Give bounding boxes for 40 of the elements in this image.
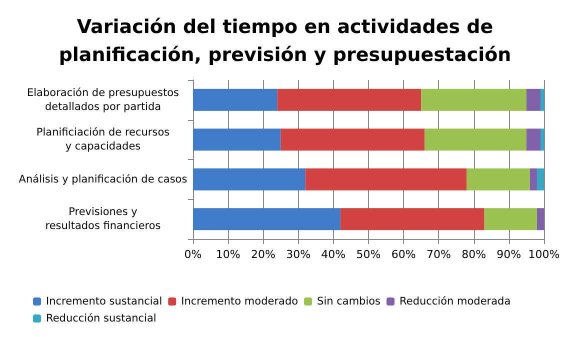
bar	[277, 88, 422, 111]
x-tick-label: 30%	[286, 248, 311, 261]
chart-title: Variación del tiempo en actividades de planificación, previsión y presupuestación	[58, 16, 512, 66]
bar	[340, 208, 484, 230]
x-tick-label: 10%	[216, 248, 240, 261]
bar	[484, 208, 537, 230]
bar	[305, 168, 467, 190]
bar	[193, 208, 340, 230]
bar	[526, 88, 540, 111]
bar	[536, 168, 544, 190]
bar	[536, 208, 544, 230]
x-tick-label: 70%	[426, 248, 451, 261]
bar	[540, 128, 544, 151]
bar	[280, 128, 425, 151]
legend-label: Reducción sustancial	[46, 312, 156, 324]
x-tick-label: 90%	[496, 248, 522, 261]
legend-label: Incremento sustancial	[46, 296, 162, 308]
bar	[193, 168, 306, 190]
bar	[421, 88, 526, 111]
legend-label: Reducción moderada	[400, 296, 511, 308]
bar	[466, 168, 530, 190]
x-tick-label: 80%	[462, 248, 486, 261]
bar	[530, 168, 537, 190]
bar	[424, 128, 526, 151]
bar	[193, 128, 281, 151]
y-tick-label: Planificiación de recursos y capacidades	[36, 126, 170, 153]
legend-label: Incremento moderado	[181, 296, 298, 308]
y-tick-label: Análisis y planificación de casos	[18, 173, 188, 186]
y-tick-label: Elaboración de presupuestos detallados por partida	[27, 86, 179, 113]
bar	[193, 88, 278, 111]
y-tick-label: Previsiones y resultados financieros	[45, 206, 161, 232]
x-tick-label: 60%	[391, 248, 416, 261]
x-tick-label: 100%	[528, 248, 560, 261]
x-tick-label: 0%	[184, 248, 202, 261]
bar	[540, 88, 544, 111]
legend-label: Sin cambios	[317, 296, 381, 308]
bar	[526, 128, 540, 151]
x-tick-label: 50%	[356, 248, 381, 261]
x-tick-label: 20%	[250, 248, 276, 261]
x-tick-label: 40%	[321, 248, 346, 261]
